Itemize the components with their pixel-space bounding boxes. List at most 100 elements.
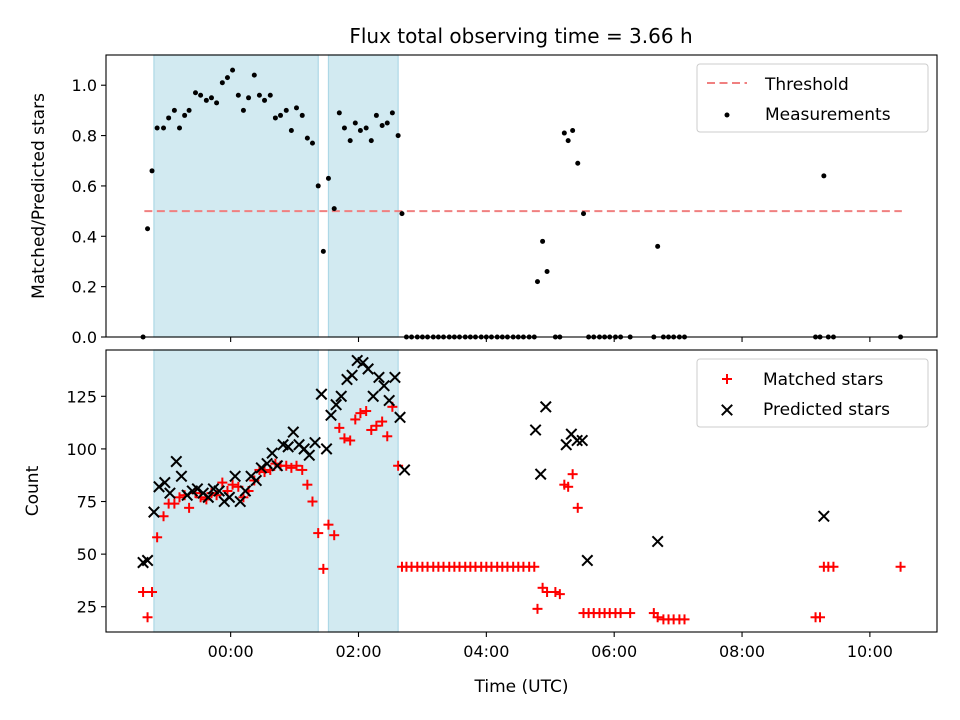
measurement-point xyxy=(304,135,310,141)
measurement-point xyxy=(283,107,289,113)
predicted-point xyxy=(202,491,215,504)
matched-point xyxy=(828,561,839,572)
predicted-point xyxy=(266,447,279,460)
predicted-point xyxy=(362,363,374,375)
predicted-point xyxy=(191,482,204,495)
measurement-point xyxy=(821,173,827,179)
matched-point xyxy=(554,589,565,600)
predicted-point xyxy=(320,443,333,455)
measurement-point xyxy=(655,243,661,249)
measurement-point xyxy=(320,248,326,254)
predicted-point xyxy=(282,440,295,453)
top-y-axis-label: Matched/Predicted stars xyxy=(29,93,49,299)
matched-point xyxy=(227,479,238,490)
measurement-point xyxy=(161,125,167,131)
measurement-point xyxy=(384,120,390,126)
bottom-panel: 25 50 75 100 125 00:00 02:00 04:00 06:00 08:00 10… xyxy=(23,349,938,697)
predicted-point xyxy=(576,434,589,447)
measurement-point xyxy=(389,110,395,116)
measurement-point xyxy=(336,110,342,116)
top-panel: 0.0 0.2 0.4 0.6 0.8 1.0 Matched/Predicted sta… xyxy=(29,54,938,347)
measurement-point xyxy=(534,279,540,285)
legend-plus-marker xyxy=(722,374,732,384)
x-tick-label: 04:00 xyxy=(463,642,509,661)
x-tick-label: 00:00 xyxy=(208,642,254,661)
measurement-point xyxy=(219,80,225,86)
y-tick-label: 75 xyxy=(77,493,97,512)
bottom-x-axis-label: Time (UTC) xyxy=(474,677,569,697)
bottom-axes-frame xyxy=(105,349,938,633)
matched-point xyxy=(174,492,185,503)
predicted-point xyxy=(335,390,348,403)
measurement-point xyxy=(171,107,177,113)
measurement-point xyxy=(347,138,353,144)
predicted-point xyxy=(287,426,300,438)
top-axes-frame xyxy=(105,54,938,338)
matched-point xyxy=(382,431,393,442)
predicted-point xyxy=(158,476,171,489)
matched-point xyxy=(329,530,340,541)
predicted-point xyxy=(383,394,396,407)
predicted-point xyxy=(529,424,542,436)
predicted-point xyxy=(373,371,385,384)
matched-point xyxy=(195,492,206,503)
matched-point xyxy=(169,498,180,509)
matched-point xyxy=(652,612,663,623)
bottom-legend-box xyxy=(696,358,929,428)
matched-point xyxy=(895,561,906,572)
legend-measurements-label: Measurements xyxy=(765,105,891,125)
measurement-point xyxy=(246,95,252,101)
matched-point xyxy=(615,608,626,619)
legend-x-marker xyxy=(721,404,733,416)
matched-point xyxy=(563,481,574,492)
legend-predicted-swatch xyxy=(721,404,733,416)
predicted-point xyxy=(378,379,390,392)
measurement-point xyxy=(540,238,546,244)
legend-measurements-swatch xyxy=(724,112,730,118)
legend-threshold-label: Threshold xyxy=(764,75,849,95)
matched-point xyxy=(371,420,382,431)
y-tick-label: 125 xyxy=(66,387,97,406)
measurement-point xyxy=(186,107,192,113)
measurement-point xyxy=(357,128,363,134)
predicted-point xyxy=(234,495,247,508)
measurement-point xyxy=(166,115,172,121)
legend-matched-swatch xyxy=(722,374,732,384)
shaded-span xyxy=(153,349,319,633)
predicted-point xyxy=(170,455,183,468)
top-legend-box xyxy=(696,63,929,133)
bottom-x-ticks: 00:00 02:00 04:00 06:00 08:00 10:00 xyxy=(208,632,893,661)
measurement-point xyxy=(352,120,358,126)
predicted-point xyxy=(571,434,584,447)
matched-point xyxy=(377,416,388,427)
predicted-point xyxy=(534,468,547,481)
matched-point xyxy=(286,462,297,473)
matched-point xyxy=(679,614,690,625)
shaded-span xyxy=(327,54,399,338)
predicted-point xyxy=(389,371,401,384)
matched-point xyxy=(291,460,302,471)
measurement-point xyxy=(240,107,246,113)
measurement-point xyxy=(154,125,160,131)
predicted-point xyxy=(223,491,236,504)
matched-point xyxy=(307,496,318,507)
measurement-point xyxy=(278,112,284,118)
y-tick-label: 0.6 xyxy=(72,177,97,196)
predicted-point xyxy=(398,464,411,476)
top-shaded-regions xyxy=(153,54,399,338)
figure-title: Flux total observing time = 3.66 h xyxy=(349,24,692,48)
matched-point xyxy=(217,477,228,488)
matched-point xyxy=(152,532,163,543)
predicted-point xyxy=(255,461,268,474)
measurement-point xyxy=(198,92,204,98)
matched-point xyxy=(350,414,361,425)
measurement-point xyxy=(341,125,347,131)
measurement-point xyxy=(177,125,183,131)
matched-point xyxy=(339,433,350,444)
matched-point xyxy=(532,603,543,614)
matched-point xyxy=(323,519,334,530)
predicted-point xyxy=(148,506,160,518)
measurement-point xyxy=(570,128,576,134)
predicted-point xyxy=(250,474,263,487)
